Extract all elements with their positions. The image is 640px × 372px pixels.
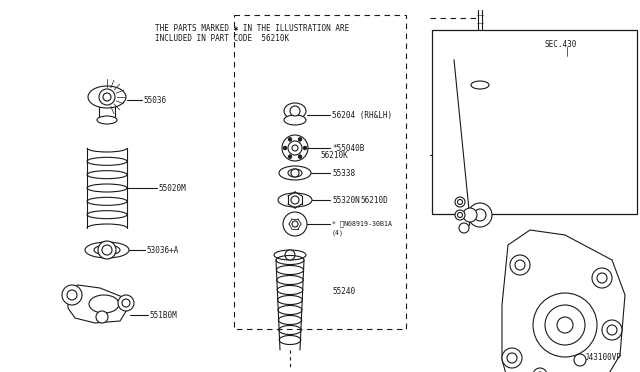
Ellipse shape [97, 116, 117, 124]
Circle shape [99, 89, 115, 105]
Text: J43100VP: J43100VP [585, 353, 622, 362]
Bar [432, 30, 637, 214]
Text: SEC.430: SEC.430 [545, 40, 577, 49]
Bar [234, 15, 406, 329]
Circle shape [458, 212, 463, 218]
Circle shape [455, 210, 465, 220]
Polygon shape [502, 230, 625, 372]
Text: 551B0M: 551B0M [149, 311, 177, 320]
Text: 56210D: 56210D [360, 196, 388, 205]
Circle shape [283, 212, 307, 236]
Circle shape [288, 137, 292, 141]
Text: * ⓃN08919-30B1A: * ⓃN08919-30B1A [332, 221, 392, 227]
Circle shape [283, 146, 287, 150]
Circle shape [118, 295, 134, 311]
Circle shape [458, 199, 463, 205]
Text: 55320N: 55320N [332, 196, 360, 205]
Circle shape [282, 135, 308, 161]
Circle shape [285, 250, 295, 260]
Circle shape [507, 353, 517, 363]
Circle shape [459, 223, 469, 233]
Circle shape [298, 137, 302, 141]
Text: *55040B: *55040B [332, 144, 364, 153]
Circle shape [533, 293, 597, 357]
Text: 53036+A: 53036+A [146, 246, 179, 254]
Text: (4): (4) [332, 230, 344, 236]
Ellipse shape [471, 81, 489, 89]
Ellipse shape [94, 245, 120, 255]
Circle shape [292, 145, 298, 151]
Circle shape [607, 325, 617, 335]
Circle shape [103, 93, 111, 101]
Text: THE PARTS MARKED ✱ IN THE ILLUSTRATION ARE: THE PARTS MARKED ✱ IN THE ILLUSTRATION A… [155, 23, 349, 32]
Circle shape [298, 155, 302, 159]
Polygon shape [68, 285, 128, 323]
Circle shape [303, 146, 307, 150]
Circle shape [96, 311, 108, 323]
Ellipse shape [284, 103, 306, 119]
Circle shape [574, 354, 586, 366]
Circle shape [597, 273, 607, 283]
Circle shape [455, 197, 465, 207]
Ellipse shape [279, 166, 311, 180]
Text: INCLUDED IN PART CODE  56210K: INCLUDED IN PART CODE 56210K [155, 33, 289, 42]
Text: 55338: 55338 [332, 169, 355, 177]
Text: 56204 (RH&LH): 56204 (RH&LH) [332, 110, 392, 119]
Circle shape [557, 317, 573, 333]
Circle shape [291, 169, 299, 177]
Text: 56210K: 56210K [320, 151, 348, 160]
Circle shape [292, 221, 298, 227]
Circle shape [122, 299, 130, 307]
Circle shape [602, 320, 622, 340]
Circle shape [291, 196, 299, 204]
Ellipse shape [278, 193, 312, 207]
Circle shape [545, 305, 585, 345]
Circle shape [468, 203, 492, 227]
Circle shape [62, 285, 82, 305]
Ellipse shape [89, 295, 119, 313]
Circle shape [533, 368, 547, 372]
Text: 55240: 55240 [332, 286, 355, 295]
Ellipse shape [288, 169, 302, 177]
Circle shape [474, 209, 486, 221]
Bar [99, 106, 115, 120]
Bar [469, 88, 491, 213]
Ellipse shape [274, 250, 306, 260]
Text: 55020M: 55020M [158, 183, 186, 192]
Circle shape [502, 348, 522, 368]
Ellipse shape [284, 115, 306, 125]
Circle shape [592, 268, 612, 288]
Circle shape [288, 155, 292, 159]
Circle shape [510, 255, 530, 275]
Ellipse shape [88, 86, 126, 108]
Circle shape [98, 241, 116, 259]
Text: 55036: 55036 [143, 96, 166, 105]
Circle shape [67, 290, 77, 300]
Circle shape [463, 208, 477, 222]
Circle shape [290, 106, 300, 116]
Ellipse shape [85, 242, 129, 258]
Circle shape [288, 141, 302, 155]
Circle shape [515, 260, 525, 270]
Circle shape [102, 245, 112, 255]
